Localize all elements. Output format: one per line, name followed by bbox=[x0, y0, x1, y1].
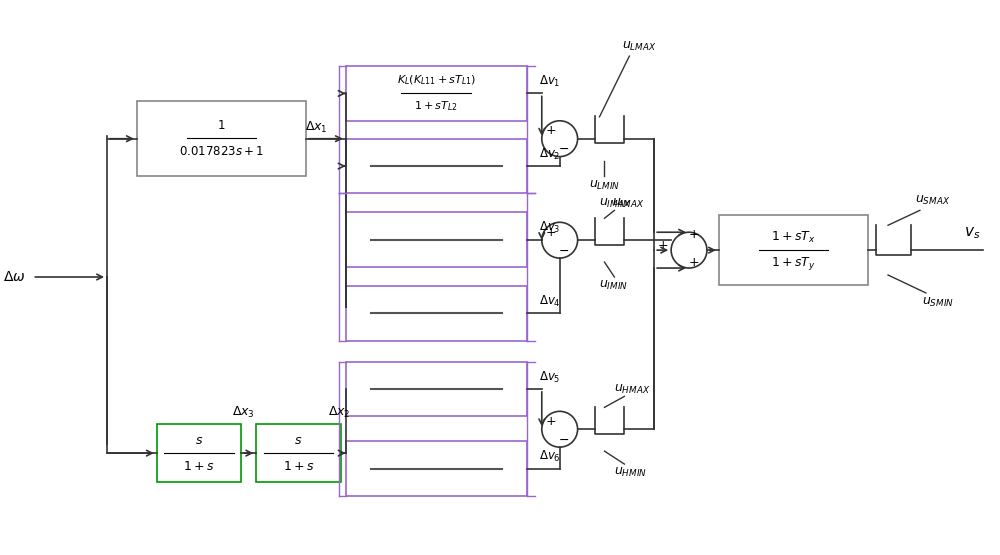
FancyBboxPatch shape bbox=[346, 139, 527, 194]
Text: +: + bbox=[658, 239, 668, 251]
FancyBboxPatch shape bbox=[137, 101, 306, 175]
Text: $s$: $s$ bbox=[195, 433, 203, 447]
FancyBboxPatch shape bbox=[346, 66, 527, 121]
Text: +: + bbox=[689, 256, 699, 269]
Text: $1+sT_x$: $1+sT_x$ bbox=[771, 230, 816, 245]
Text: $\Delta x_1$: $\Delta x_1$ bbox=[305, 120, 327, 135]
Text: $\Delta v_3$: $\Delta v_3$ bbox=[539, 220, 560, 235]
Text: $-$: $-$ bbox=[558, 244, 569, 256]
Text: +: + bbox=[545, 226, 556, 239]
Text: $u_{LMIN}$: $u_{LMIN}$ bbox=[589, 179, 620, 192]
Text: $1+sT_{L2}$: $1+sT_{L2}$ bbox=[414, 99, 458, 113]
Text: $\Delta x_3$: $\Delta x_3$ bbox=[232, 405, 255, 420]
FancyBboxPatch shape bbox=[157, 424, 241, 482]
Text: $u_{IMAX}$: $u_{IMAX}$ bbox=[612, 197, 644, 210]
FancyBboxPatch shape bbox=[346, 441, 527, 496]
Text: $\Delta\omega$: $\Delta\omega$ bbox=[3, 270, 26, 284]
Text: $u_{IMIN}$: $u_{IMIN}$ bbox=[599, 279, 628, 291]
Text: $u_{HMIN}$: $u_{HMIN}$ bbox=[614, 466, 647, 478]
Text: $u_{IMAX}$: $u_{IMAX}$ bbox=[599, 197, 632, 210]
Text: $\Delta v_6$: $\Delta v_6$ bbox=[539, 449, 561, 464]
Text: $u_{SMIN}$: $u_{SMIN}$ bbox=[922, 296, 954, 310]
FancyBboxPatch shape bbox=[256, 424, 341, 482]
Text: $u_{LMAX}$: $u_{LMAX}$ bbox=[622, 39, 657, 53]
Text: +: + bbox=[545, 124, 556, 137]
FancyBboxPatch shape bbox=[346, 213, 527, 267]
Text: $v_s$: $v_s$ bbox=[964, 225, 981, 241]
Text: +: + bbox=[545, 415, 556, 428]
Text: $-$: $-$ bbox=[558, 142, 569, 155]
Text: $\Delta v_5$: $\Delta v_5$ bbox=[539, 370, 560, 385]
Text: $1$: $1$ bbox=[217, 119, 226, 132]
Text: $u_{HMAX}$: $u_{HMAX}$ bbox=[614, 383, 651, 396]
Text: $-$: $-$ bbox=[558, 433, 569, 446]
Text: $s$: $s$ bbox=[294, 433, 303, 447]
Text: +: + bbox=[689, 228, 699, 241]
FancyBboxPatch shape bbox=[346, 286, 527, 341]
FancyBboxPatch shape bbox=[719, 215, 868, 285]
Text: $\Delta v_4$: $\Delta v_4$ bbox=[539, 294, 561, 309]
FancyBboxPatch shape bbox=[346, 361, 527, 416]
Text: $\Delta v_1$: $\Delta v_1$ bbox=[539, 74, 560, 89]
Text: $\Delta x_2$: $\Delta x_2$ bbox=[328, 405, 350, 420]
Text: $K_L(K_{L11}+sT_{L1})$: $K_L(K_{L11}+sT_{L1})$ bbox=[397, 74, 476, 87]
Text: $1+s$: $1+s$ bbox=[183, 460, 215, 472]
Text: $1+sT_y$: $1+sT_y$ bbox=[771, 255, 816, 271]
Text: $\Delta v_2$: $\Delta v_2$ bbox=[539, 147, 560, 162]
Text: $u_{SMAX}$: $u_{SMAX}$ bbox=[915, 194, 950, 207]
Text: $0.017823s+1$: $0.017823s+1$ bbox=[179, 145, 264, 158]
Text: $1+s$: $1+s$ bbox=[283, 460, 314, 472]
